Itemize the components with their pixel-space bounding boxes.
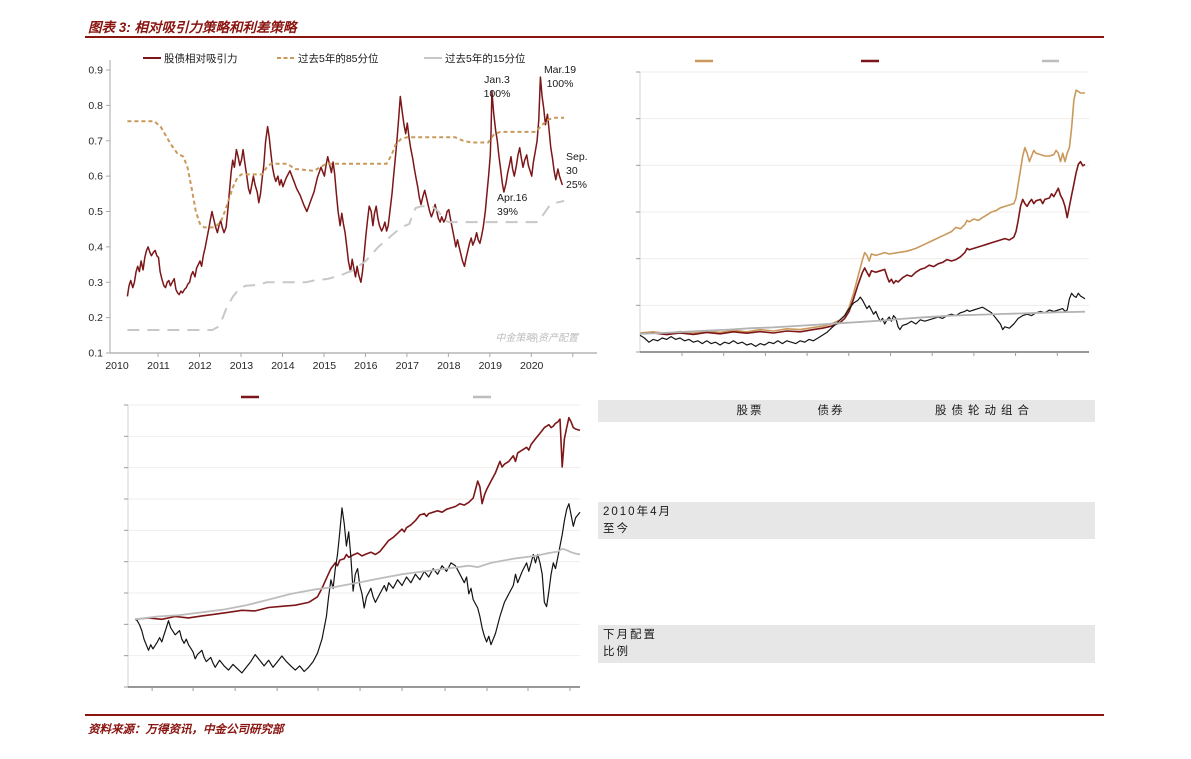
chart-cumulative-performance-bottom-left — [124, 395, 581, 691]
table-header-bonds: 债券 — [817, 405, 845, 417]
allocation-table: 股票 债券 股债轮动组合 2010年4月 至今 下月配置 比例 — [598, 400, 1095, 665]
svg-text:2013: 2013 — [230, 360, 254, 372]
series-过去5年的15分位 — [127, 199, 565, 331]
annotation-2: Sep. 30 25% — [566, 151, 588, 191]
table-row-label-line1: 下月配置 — [603, 629, 657, 641]
table-header-rotation-portfolio: 股债轮动组合 — [935, 405, 1034, 417]
table-row-since-2010: 2010年4月 至今 — [598, 502, 1095, 539]
chart-cumulative-performance-top-right — [636, 59, 1089, 356]
annotation-0: Jan.3 100% — [484, 74, 511, 100]
annotation-3: Apr.16 39% — [497, 192, 528, 218]
legend-label-1: 过去5年的85分位 — [298, 52, 379, 65]
svg-text:2015: 2015 — [313, 360, 337, 372]
table-row-next-month-allocation: 下月配置 比例 — [598, 625, 1095, 663]
svg-text:2012: 2012 — [188, 360, 212, 372]
legend-label-2: 过去5年的15分位 — [445, 52, 526, 65]
svg-text:2018: 2018 — [437, 360, 461, 372]
series-gray-line — [639, 310, 1086, 335]
svg-text:2014: 2014 — [271, 360, 295, 372]
annotation-4: 中金策略|资产配置 — [495, 332, 579, 344]
series-dark-red-line — [639, 160, 1086, 336]
series-dark-red-line — [135, 416, 581, 621]
series-black-line — [639, 292, 1086, 347]
svg-text:0.2: 0.2 — [88, 312, 103, 324]
series-gray-line — [134, 547, 581, 621]
svg-text:0.5: 0.5 — [88, 206, 103, 218]
svg-text:0.7: 0.7 — [88, 135, 103, 147]
table-row-label-line1: 2010年4月 — [603, 506, 672, 518]
table-header-blank — [598, 400, 712, 422]
svg-text:2010: 2010 — [105, 360, 129, 372]
source-note: 资料来源：万得资讯，中金公司研究部 — [88, 724, 284, 736]
svg-text:0.4: 0.4 — [88, 241, 103, 253]
figure-title: 图表 3: 相对吸引力策略和利差策略 — [88, 20, 297, 35]
table-header-stocks: 股票 — [736, 405, 764, 417]
svg-text:0.1: 0.1 — [88, 348, 103, 360]
table-header-row: 股票 债券 股债轮动组合 — [598, 400, 1095, 422]
svg-text:0.9: 0.9 — [88, 65, 103, 77]
footer-rule — [85, 714, 1104, 716]
svg-text:2016: 2016 — [354, 360, 378, 372]
table-row-label-line2: 比例 — [603, 645, 630, 658]
svg-text:0.6: 0.6 — [88, 171, 103, 183]
svg-text:2020: 2020 — [520, 360, 544, 372]
svg-text:2019: 2019 — [479, 360, 503, 372]
svg-text:2011: 2011 — [147, 360, 170, 372]
svg-text:2017: 2017 — [396, 360, 420, 372]
series-black-line — [134, 503, 581, 674]
series-tan-line — [639, 89, 1085, 335]
svg-text:0.8: 0.8 — [88, 100, 103, 112]
chart-relative-attractiveness: 0.1 0.2 0.3 0.4 0.5 0.6 0.7 0.8 0.9 2010 2011 2012 2… — [88, 52, 597, 372]
title-underline — [85, 36, 1104, 38]
svg-text:0.3: 0.3 — [88, 277, 103, 289]
series-股债相对吸引力 — [126, 76, 564, 297]
series-过去5年的85分位 — [127, 116, 565, 229]
annotation-1: Mar.19 100% — [544, 64, 576, 90]
legend-label-0: 股债相对吸引力 — [164, 52, 238, 65]
table-row-label-line2: 至今 — [603, 522, 630, 535]
